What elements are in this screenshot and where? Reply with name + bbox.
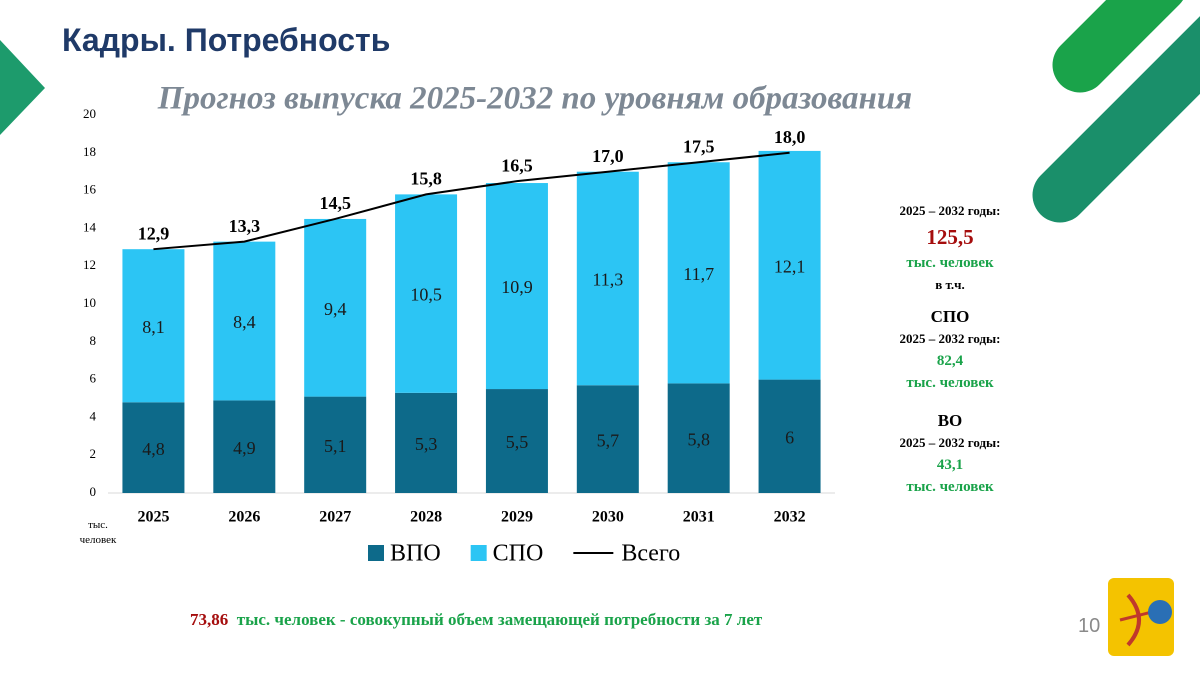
y-tick-label: 2: [90, 446, 97, 461]
x-tick-label: 2026: [228, 509, 260, 526]
coat-of-arms: [1108, 578, 1174, 656]
data-label: 11,3: [592, 270, 623, 290]
data-label: 5,7: [597, 430, 620, 450]
total-label: 12,9: [138, 223, 170, 243]
chart-title: Прогноз выпуска 2025-2032 по уровням обр…: [157, 81, 912, 117]
legend-label: Всего: [621, 541, 680, 567]
y-tick-label: 8: [90, 333, 97, 348]
unit: тыс. человек: [906, 255, 994, 271]
legend-label: ВПО: [390, 541, 441, 567]
legend-marker: [470, 545, 487, 561]
data-label: 10,9: [501, 277, 533, 297]
y-tick-label: 16: [83, 182, 97, 197]
page-number: 10: [1078, 615, 1101, 637]
y-tick-label: 0: [90, 484, 97, 499]
x-tick-label: 2029: [501, 509, 533, 526]
data-label: 4,9: [233, 438, 256, 458]
x-tick-label: 2025: [137, 509, 169, 526]
y-axis-label: тыс. человек: [79, 519, 117, 546]
y-tick-label: 12: [83, 257, 96, 272]
value: 125,5: [926, 225, 974, 249]
bar-segment: [395, 392, 458, 493]
legend-label: СПО: [493, 541, 544, 567]
bar-segment: [304, 218, 367, 397]
sidebar-vo: ВО 2025 – 2032 годы: 43,1 тыс. человек: [860, 410, 1040, 498]
unit: тыс. человек: [906, 375, 994, 391]
y-tick-label: 14: [83, 219, 97, 234]
bar-segment: [485, 183, 548, 390]
data-label: 8,4: [233, 312, 256, 332]
data-label: 11,7: [683, 264, 714, 284]
total-line: [153, 151, 790, 251]
y-tick-label: 4: [90, 408, 97, 423]
bar-segment: [667, 162, 730, 384]
bar-segment: [758, 379, 821, 493]
legend-marker: [368, 545, 384, 561]
x-tick-label: 2031: [683, 509, 715, 526]
stripe: [1032, 16, 1200, 223]
y-tick-label: 18: [83, 144, 96, 159]
total-label: 17,0: [592, 146, 624, 166]
total-label: 13,3: [229, 216, 261, 236]
page-title: Кадры. Потребность: [62, 22, 391, 58]
data-label: 6: [785, 427, 794, 447]
bar-segment: [667, 383, 730, 493]
data-label: 5,1: [324, 436, 347, 456]
bar-segment: [213, 241, 276, 401]
data-label: 9,4: [324, 299, 347, 319]
bar-segment: [304, 396, 367, 493]
stripe: [1052, 0, 1183, 93]
bar-segment: [395, 194, 458, 393]
heading: ВО: [937, 411, 963, 430]
period: 2025 – 2032 годы:: [899, 331, 1001, 346]
data-label: 5,5: [506, 432, 529, 452]
note: в т.ч.: [935, 277, 965, 292]
value: 43,1: [936, 457, 964, 473]
period: 2025 – 2032 годы:: [899, 435, 1001, 450]
data-label: 10,5: [410, 285, 442, 305]
bar-segment: [122, 402, 185, 493]
unit: тыс. человек: [906, 479, 994, 495]
x-tick-label: 2032: [774, 509, 806, 526]
left-triangle: [0, 40, 45, 135]
sidebar-total: 2025 – 2032 годы: 125,5 тыс. человек в т…: [860, 200, 1040, 296]
total-label: 17,5: [683, 136, 715, 156]
value: 82,4: [936, 353, 964, 369]
y-tick-label: 20: [83, 106, 96, 121]
x-tick-label: 2030: [592, 509, 624, 526]
bar-segment: [122, 249, 185, 403]
x-tick-label: 2028: [410, 509, 442, 526]
bar-segment: [576, 385, 639, 493]
footer-text: тыс. человек - совокупный объем замещающ…: [236, 610, 763, 629]
footer: 73,86 тыс. человек - совокупный объем за…: [190, 610, 762, 630]
x-tick-label: 2027: [319, 509, 351, 526]
bar-segment: [758, 150, 821, 380]
total-label: 15,8: [410, 169, 442, 189]
total-label: 18,0: [774, 127, 806, 147]
data-label: 5,3: [415, 434, 438, 454]
data-label: 4,8: [142, 439, 165, 459]
data-label: 8,1: [142, 317, 165, 337]
bar-segment: [576, 171, 639, 386]
y-tick-label: 6: [90, 371, 97, 386]
data-label: 5,8: [687, 429, 710, 449]
bar-segment: [213, 400, 276, 493]
data-label: 12,1: [774, 256, 806, 276]
bar-segment: [485, 389, 548, 493]
sidebar-spo: СПО 2025 – 2032 годы: 82,4 тыс. человек: [860, 306, 1040, 394]
total-label: 14,5: [319, 193, 351, 213]
total-label: 16,5: [501, 155, 533, 175]
heading: СПО: [930, 307, 970, 326]
period: 2025 – 2032 годы:: [899, 203, 1001, 218]
footer-value: 73,86: [190, 610, 229, 629]
y-tick-label: 10: [83, 295, 96, 310]
